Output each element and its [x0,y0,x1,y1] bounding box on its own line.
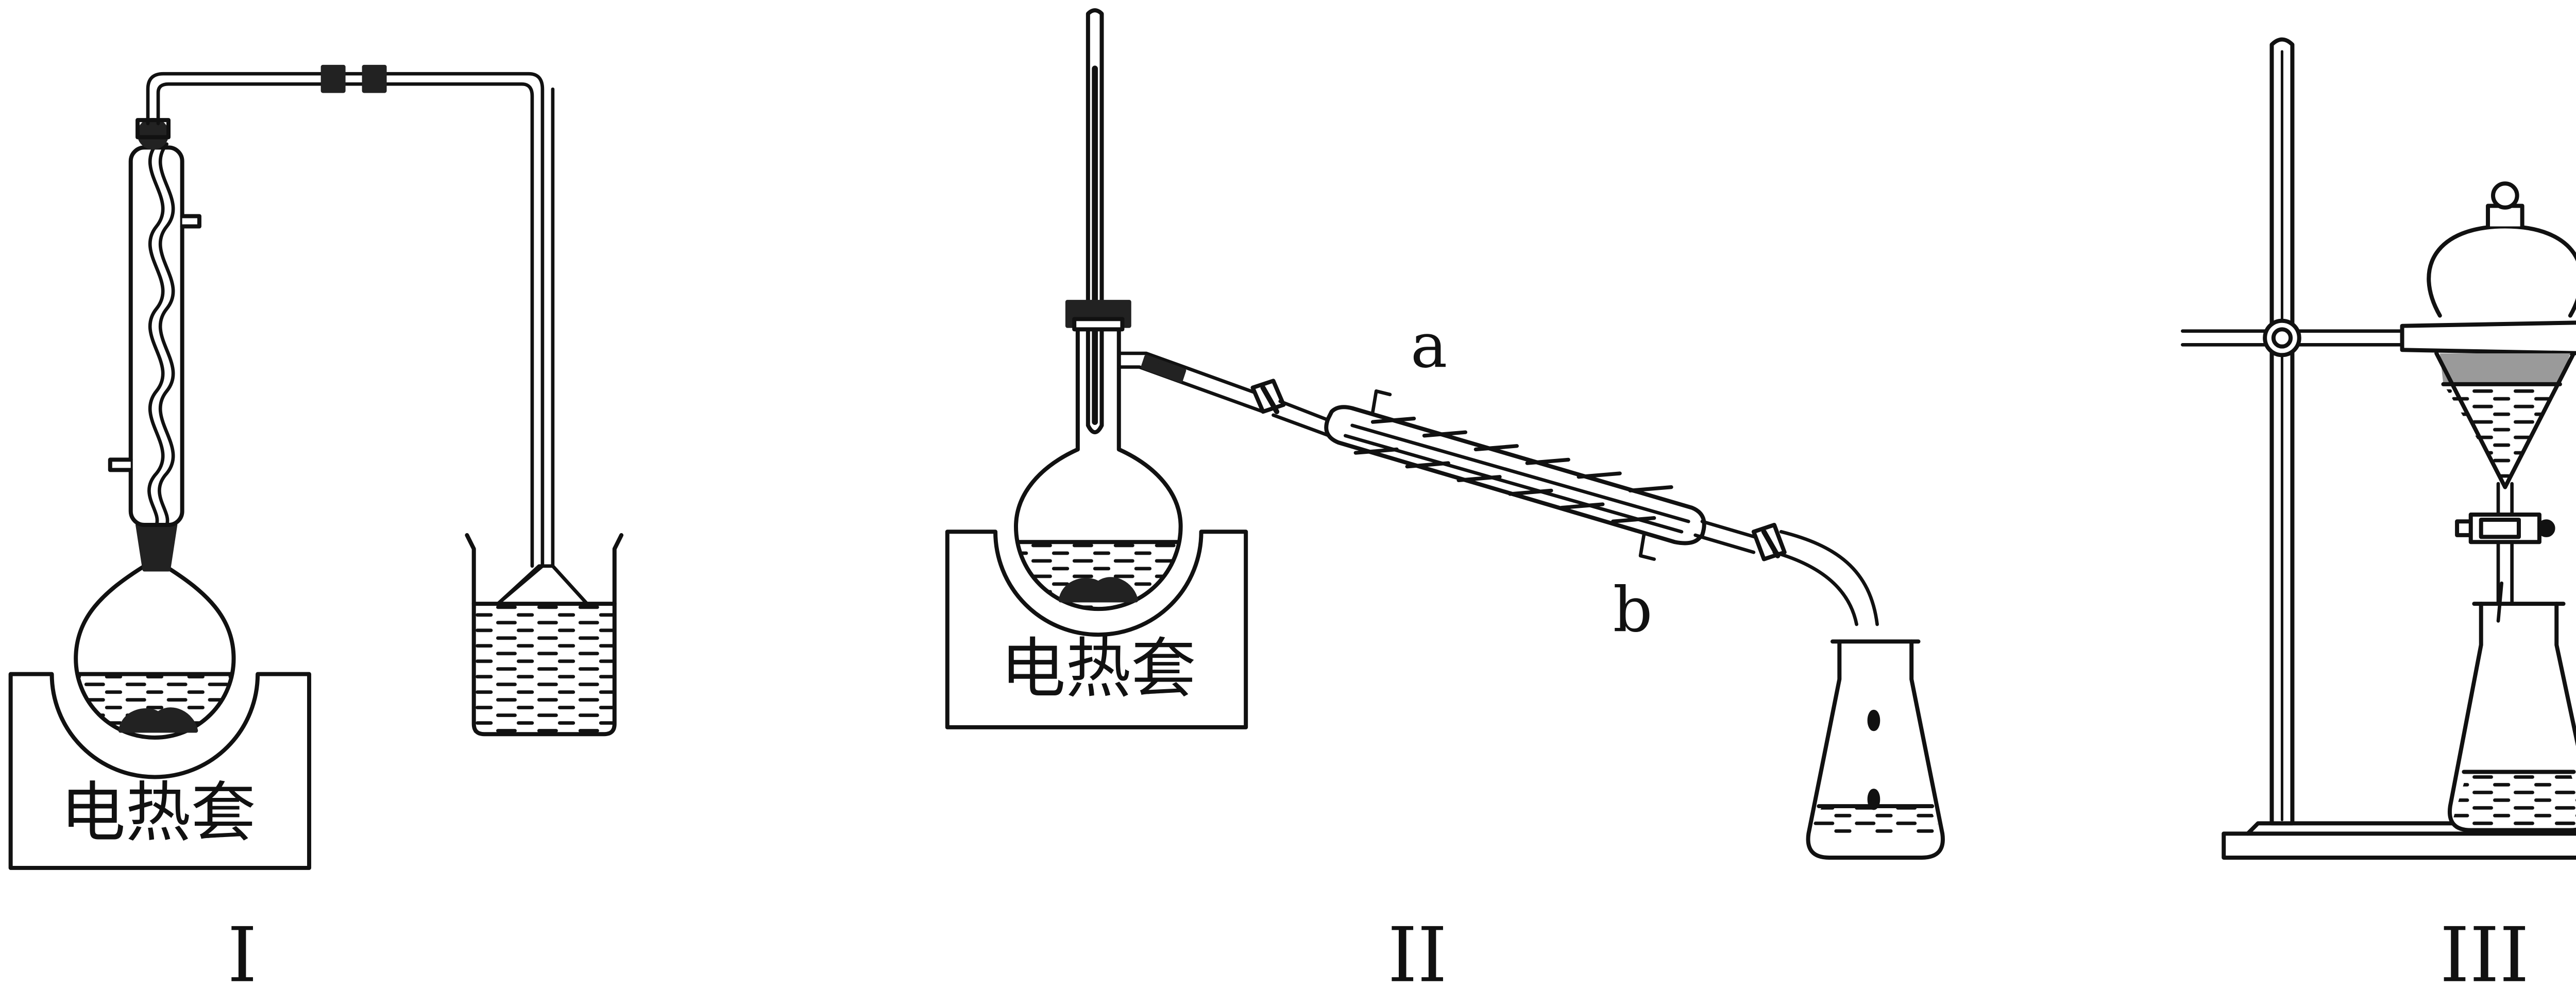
ring-stand [2180,37,2576,860]
solid-residue-2 [1058,577,1139,603]
heating-mantle-label-2: 电热套 [1001,631,1196,707]
receiving-flask-3 [2447,581,2576,832]
reflux-condenser [108,118,201,527]
stopper-1 [135,522,178,572]
liebig-condenser [1272,389,1706,561]
apparatus-3 [2180,37,2576,860]
separatory-funnel [2427,181,2576,651]
caption-apparatus-1: I [227,911,257,999]
heating-mantle-2 [945,530,1248,729]
adapter [1772,530,1879,626]
apparatus-2: 电热套 [945,8,1945,860]
organic-layer [2439,353,2570,384]
inlet-label-a: a [1411,311,1447,382]
receiving-flask-2 [1806,639,1945,860]
gas-tube [146,72,545,606]
thermometer [1065,8,1131,435]
solid-residue-1 [118,707,198,733]
apparatus-1: 电热套 [8,64,624,870]
caption-apparatus-2: II [1387,911,1447,999]
caption-apparatus-3: III [2440,911,2530,999]
round-bottom-flask-1 [74,564,236,740]
heating-mantle-label-1: 电热套 [60,775,256,851]
heating-mantle-1 [8,672,312,870]
outlet-label-b: b [1613,574,1653,646]
beaker [465,533,624,737]
